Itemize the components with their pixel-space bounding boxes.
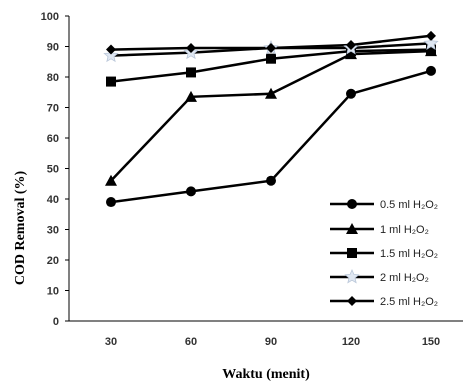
legend-label: 1 ml H₂O₂: [380, 224, 429, 236]
data-point: [266, 53, 276, 64]
y-tick-label: 0: [53, 316, 59, 328]
legend-label: 0.5 ml H₂O₂: [380, 199, 438, 211]
y-tick-label: 30: [47, 225, 59, 237]
x-tick-label: 30: [105, 336, 117, 348]
x-tick-label: 90: [265, 336, 277, 348]
legend-marker: [347, 199, 357, 209]
data-point: [186, 43, 196, 54]
data-point: [185, 90, 197, 102]
data-point: [186, 67, 196, 78]
x-tick-labels: 30 60 90 120 150: [105, 336, 440, 348]
y-tick-label: 70: [47, 103, 59, 115]
x-tick-label: 150: [422, 336, 440, 348]
legend-label: 2 ml H₂O₂: [380, 272, 429, 284]
y-tick-labels: 0 10 20 30 40 50 60 70 80 90 100: [41, 11, 69, 328]
data-point: [106, 44, 116, 55]
x-tick-label: 60: [185, 336, 197, 348]
legend-marker: [344, 268, 360, 284]
legend-marker: [346, 223, 358, 234]
data-point: [426, 44, 436, 55]
series-markers: [103, 30, 439, 208]
data-point: [106, 197, 116, 208]
y-tick-label: 50: [47, 164, 59, 176]
series-line: [110, 49, 432, 182]
y-tick-label: 20: [47, 255, 59, 267]
y-tick-label: 40: [47, 194, 59, 206]
data-point: [346, 39, 356, 50]
data-point: [105, 174, 117, 186]
y-tick-label: 10: [47, 286, 59, 298]
data-point: [103, 47, 119, 63]
data-point: [106, 76, 116, 87]
y-tick-label: 60: [47, 133, 59, 145]
y-tick-label: 80: [47, 72, 59, 84]
data-point: [266, 175, 276, 186]
legend-label: 1.5 ml H₂O₂: [380, 248, 438, 260]
y-axis-title: COD Removal (%): [13, 171, 28, 286]
legend: 0.5 ml H₂O₂ 1 ml H₂O₂ 1.5 ml H₂O₂ 2 ml H₂O₂…: [330, 199, 438, 308]
data-point: [426, 30, 436, 41]
x-tick-label: 120: [342, 336, 360, 348]
legend-marker: [347, 248, 357, 258]
y-tick-label: 100: [41, 11, 59, 23]
data-point: [186, 186, 196, 197]
x-axis-title: Waktu (menit): [222, 367, 310, 382]
data-point: [266, 43, 276, 54]
data-point: [265, 87, 277, 99]
legend-marker: [347, 296, 357, 306]
data-point: [423, 35, 439, 50]
data-point: [346, 88, 356, 99]
y-tick-label: 90: [47, 42, 59, 54]
data-point: [426, 65, 436, 76]
legend-label: 2.5 ml H₂O₂: [380, 296, 438, 308]
